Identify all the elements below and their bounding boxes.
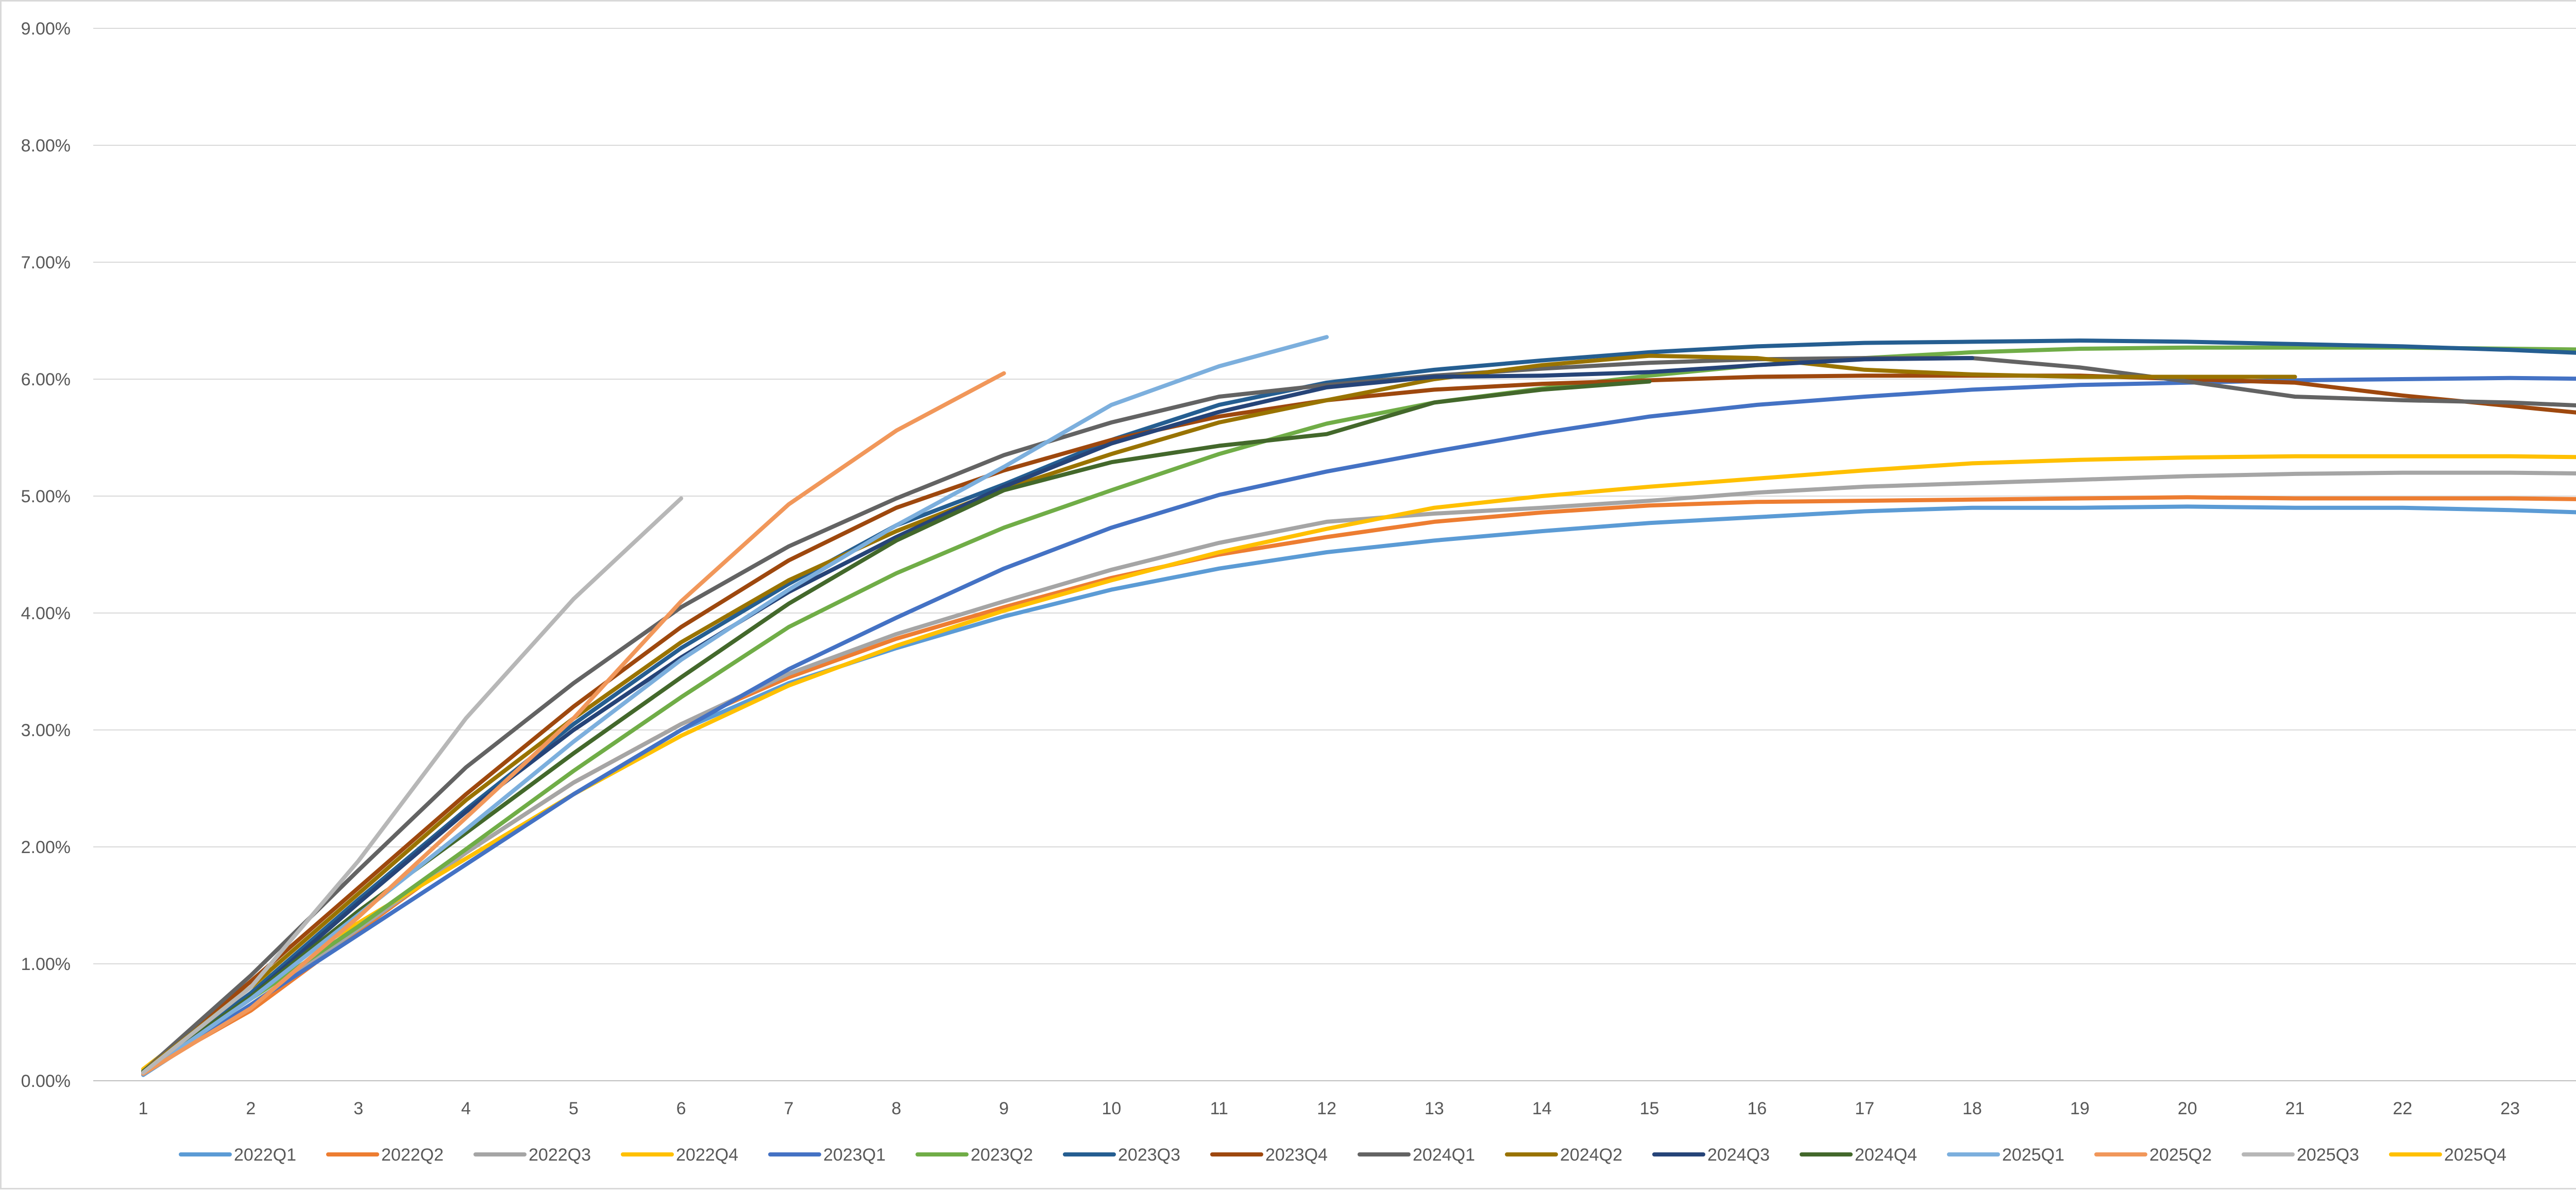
legend-label: 2024Q3: [1707, 1145, 1770, 1165]
series-line-2024q3: [141, 356, 1974, 1075]
y-tick-label: 6.00%: [21, 370, 71, 389]
legend-label: 2025Q2: [2149, 1145, 2212, 1165]
x-tick-label: 5: [569, 1099, 579, 1118]
series-lines: [141, 335, 2576, 1077]
y-tick-label: 3.00%: [21, 721, 71, 740]
x-tick-label: 4: [461, 1099, 471, 1118]
series-line-2023q3: [141, 338, 2576, 1074]
legend-label: 2024Q1: [1413, 1145, 1475, 1165]
x-tick-label: 13: [1425, 1099, 1444, 1118]
y-tick-label: 9.00%: [21, 19, 71, 39]
legend-label: 2023Q3: [1118, 1145, 1180, 1165]
legend-label: 2022Q3: [529, 1145, 591, 1165]
x-tick-label: 1: [139, 1099, 148, 1118]
series-line-2022q3: [141, 470, 2576, 1076]
x-tick-label: 6: [676, 1099, 686, 1118]
y-axis-tick-labels: 0.00% 1.00% 2.00% 3.00% 4.00% 5.00% 6.00% 7.00%…: [21, 19, 71, 1091]
legend-label: 2023Q2: [971, 1145, 1033, 1165]
x-tick-label: 12: [1317, 1099, 1336, 1118]
x-tick-label: 21: [2285, 1099, 2305, 1118]
x-tick-label: 15: [1640, 1099, 1659, 1118]
legend: 2022Q1 2022Q2 2022Q3 2022Q4 2023Q1 2023Q2 2023…: [179, 1145, 2506, 1165]
x-tick-label: 17: [1855, 1099, 1874, 1118]
y-tick-label: 8.00%: [21, 136, 71, 156]
x-tick-label: 20: [2178, 1099, 2197, 1118]
legend-label: 2023Q4: [1265, 1145, 1328, 1165]
y-tick-label: 1.00%: [21, 955, 71, 974]
y-tick-label: 5.00%: [21, 487, 71, 506]
series-line-2025q3: [141, 496, 684, 1075]
x-tick-label: 2: [246, 1099, 256, 1118]
x-tick-label: 16: [1747, 1099, 1767, 1118]
x-tick-label: 18: [1962, 1099, 1982, 1118]
legend-label: 2023Q1: [823, 1145, 886, 1165]
series-line-2025q1: [141, 335, 1329, 1076]
legend-label: 2022Q2: [381, 1145, 444, 1165]
x-tick-label: 23: [2500, 1099, 2520, 1118]
y-tick-label: 0.00%: [21, 1071, 71, 1091]
series-line-2024q4: [141, 379, 1652, 1074]
series-line-2024q2: [141, 353, 2297, 1074]
x-tick-label: 11: [1210, 1099, 1228, 1118]
x-tick-label: 10: [1102, 1099, 1122, 1118]
legend-label: 2022Q4: [676, 1145, 738, 1165]
x-tick-label: 3: [353, 1099, 363, 1118]
series-line-2023q2: [141, 345, 2576, 1075]
y-tick-label: 2.00%: [21, 838, 71, 857]
legend-label: 2025Q3: [2297, 1145, 2359, 1165]
series-line-2023q4: [141, 373, 2576, 1074]
series-line-2025q2: [141, 371, 1006, 1076]
x-tick-label: 8: [891, 1099, 901, 1118]
x-tick-label: 9: [999, 1099, 1009, 1118]
legend-label: 2025Q4: [2444, 1145, 2506, 1165]
legend-label: 2024Q2: [1560, 1145, 1622, 1165]
x-tick-label: 22: [2393, 1099, 2412, 1118]
y-tick-label: 4.00%: [21, 604, 71, 623]
x-axis-tick-labels: 123456789101112131415161718192021222324: [139, 1099, 2520, 1118]
legend-label: 2025Q1: [2002, 1145, 2064, 1165]
series-line-2023q1: [141, 376, 2576, 1076]
x-tick-label: 19: [2070, 1099, 2090, 1118]
y-tick-label: 7.00%: [21, 253, 71, 273]
series-line-2022q1: [141, 504, 2576, 1077]
x-tick-label: 14: [1532, 1099, 1552, 1118]
x-tick-label: 7: [784, 1099, 793, 1118]
legend-label: 2022Q1: [234, 1145, 296, 1165]
series-line-2022q2: [141, 495, 2576, 1074]
legend-label: 2024Q4: [1855, 1145, 1917, 1165]
